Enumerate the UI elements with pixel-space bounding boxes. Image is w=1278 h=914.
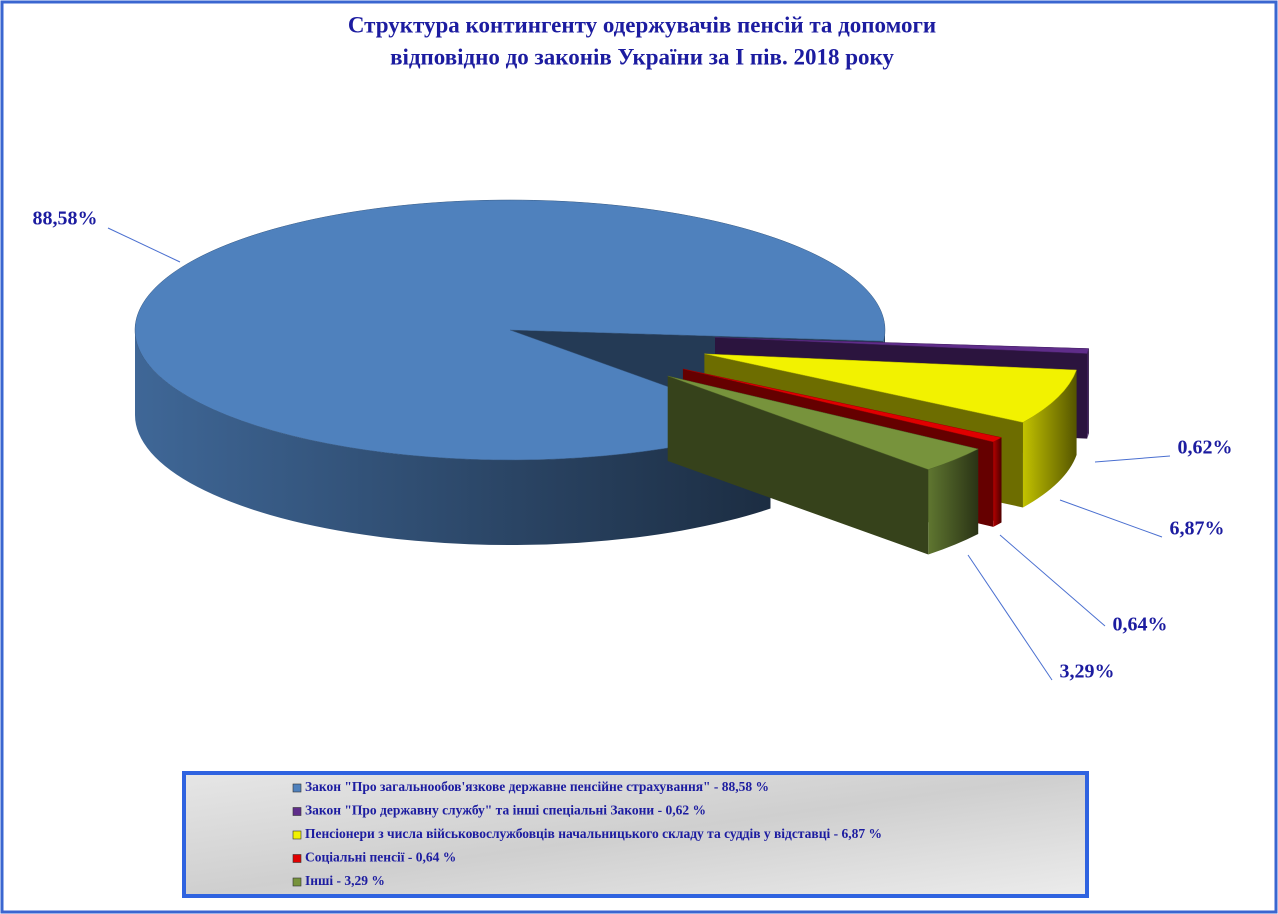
value-label: 3,29%: [1060, 661, 1115, 683]
legend-marker: [292, 807, 302, 816]
value-label: 88,58%: [33, 208, 98, 230]
legend-marker: [292, 830, 302, 840]
slice: [667, 375, 979, 555]
legend-label: Закон "Про державну службу" та інші спец…: [305, 803, 706, 818]
value-label: 6,87%: [1170, 518, 1225, 540]
chart-title: відповідно до законів України за І пів. …: [390, 44, 894, 69]
slice-wall: [1022, 369, 1077, 508]
leader-line: [1094, 455, 1171, 463]
legend-marker: [292, 877, 302, 887]
slice-top: [682, 368, 1003, 443]
slice-wall: [928, 449, 979, 555]
leader-line: [967, 554, 1053, 681]
value-label: 0,64%: [1113, 614, 1168, 636]
value-label: 0,62%: [1178, 437, 1233, 459]
leader-line: [1059, 499, 1163, 538]
legend-box: [182, 771, 1089, 898]
legend-label: Соціальні пенсії - 0,64 %: [305, 850, 456, 865]
legend-marker: [292, 854, 302, 863]
slice-top: [715, 337, 1090, 354]
leader-line: [107, 227, 181, 263]
slice-top: [134, 199, 886, 461]
slice-top: [667, 375, 979, 470]
legend-label: Пенсіонери з числа військовослужбовців н…: [305, 826, 882, 841]
legend-marker: [292, 783, 302, 793]
legend-label: Закон "Про загальнообов'язкове державне …: [305, 779, 769, 794]
slice-side: [667, 376, 929, 555]
slice-wall: [1087, 348, 1089, 439]
slice-top: [704, 353, 1077, 423]
legend-label: Інші - 3,29 %: [305, 873, 385, 888]
slice-wall: [993, 437, 1002, 527]
chart-title: Структура контингенту одержувачів пенсій…: [348, 12, 936, 37]
leader-line: [999, 534, 1106, 627]
slice-wall: [134, 330, 771, 545]
